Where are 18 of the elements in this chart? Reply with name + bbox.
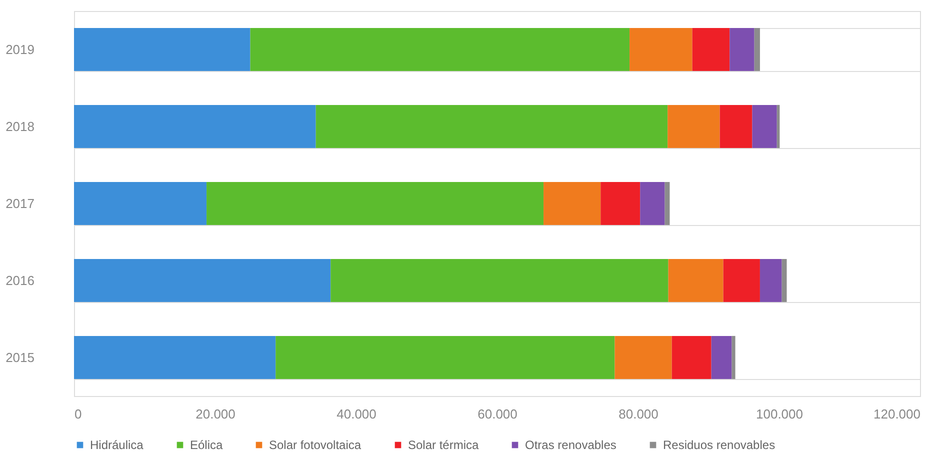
y-tick-label: 2015	[6, 350, 34, 365]
x-tick-label: 0	[74, 406, 82, 422]
x-tick-label: 20.000	[196, 406, 236, 422]
x-tick-label: 40.000	[336, 406, 376, 422]
x-tick-label: 60.000	[478, 406, 518, 422]
x-tick-label: 80.000	[618, 406, 658, 422]
y-tick-label: 2019	[6, 42, 34, 57]
x-tick-label: 120.000	[874, 406, 920, 422]
legend-label: Solar térmica	[408, 438, 480, 452]
legend-label: Otras renovables	[525, 438, 616, 452]
legend-label: Eólica	[190, 438, 224, 452]
y-tick-label: 2017	[6, 196, 34, 211]
y-tick-label: 2018	[6, 119, 34, 134]
y-tick-label: 2016	[6, 273, 34, 288]
legend-label: Residuos renovables	[663, 438, 776, 452]
legend-label: Solar fotovoltaica	[269, 438, 362, 452]
legend-label: Hidráulica	[90, 438, 144, 452]
x-tick-label: 100.000	[756, 406, 803, 422]
